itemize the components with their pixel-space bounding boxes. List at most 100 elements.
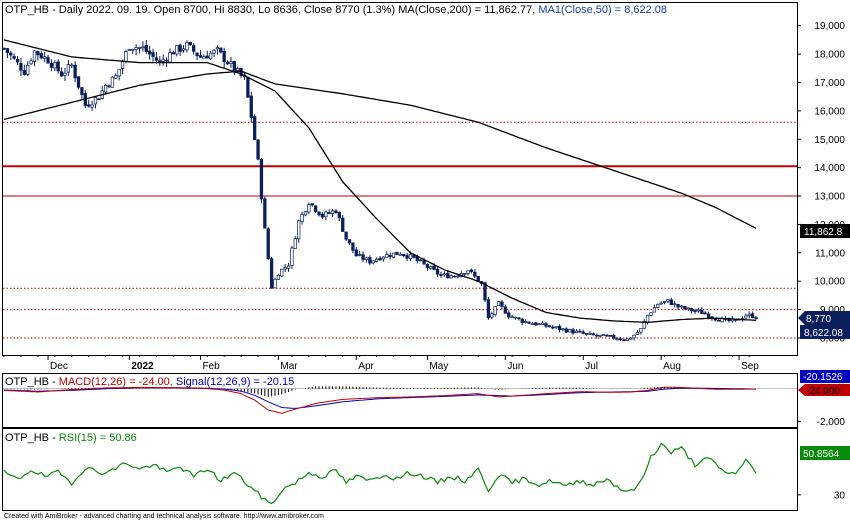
candle: [327, 209, 331, 215]
candle: [307, 202, 311, 215]
candle: [527, 321, 531, 324]
candle: [395, 251, 399, 255]
candle: [188, 41, 192, 46]
candle: [56, 59, 60, 74]
candle: [36, 50, 40, 61]
macd-line: [3, 386, 756, 414]
candle: [42, 52, 47, 63]
x-axis: Dec 2022 Feb Mar Apr May Jun Jul Aug Sep: [3, 355, 759, 372]
rsi-last-badge: 50.8564: [800, 446, 850, 460]
candle: [219, 47, 223, 54]
candle: [9, 51, 13, 60]
rsi-title: OTP_HB - RSI(15) = 50.86: [5, 432, 137, 444]
candle: [584, 333, 589, 336]
candle: [595, 333, 599, 339]
candle: [754, 315, 758, 320]
candle: [283, 263, 287, 273]
candle: [269, 256, 274, 289]
xtick-label: Jun: [507, 361, 523, 372]
candle: [290, 245, 294, 269]
candle: [591, 332, 596, 336]
candle: [744, 313, 748, 319]
ytick-label: 14,000: [814, 163, 845, 174]
candle: [151, 48, 155, 62]
candle: [490, 311, 494, 320]
candle: [669, 297, 673, 306]
candle: [554, 326, 558, 330]
candle: [463, 273, 467, 277]
xtick-label: Mar: [280, 361, 298, 372]
macd-ytick-label: -2,000: [817, 417, 846, 428]
candle: [337, 211, 342, 221]
candle: [63, 68, 67, 82]
candle: [540, 320, 545, 325]
candle: [5, 48, 10, 59]
candle: [110, 76, 115, 88]
candle: [473, 269, 477, 279]
candle: [205, 50, 209, 59]
candle: [418, 259, 423, 262]
candle: [530, 321, 535, 325]
candle: [429, 265, 433, 270]
candle: [612, 333, 616, 340]
candle: [517, 317, 521, 321]
xtick-label: Sep: [741, 361, 759, 372]
candle: [300, 211, 304, 225]
candle: [313, 205, 318, 213]
candle: [500, 299, 504, 310]
candle: [679, 304, 684, 309]
candle: [158, 56, 162, 66]
candle: [222, 47, 226, 68]
candle: [117, 68, 121, 81]
candle: [639, 328, 643, 335]
candle: [114, 73, 118, 79]
candle: [425, 263, 430, 271]
candle: [144, 40, 148, 55]
candle: [374, 257, 379, 263]
candle: [547, 325, 552, 328]
candle: [439, 271, 443, 278]
macd-panel-frame: [2, 373, 798, 428]
candle: [534, 321, 538, 327]
support-resistance-lines: [3, 121, 797, 339]
candle: [286, 262, 291, 272]
candle: [405, 252, 409, 261]
ma200-line: [3, 70, 757, 229]
main-panel-frame: [2, 2, 798, 356]
candle: [700, 307, 704, 314]
candle: [683, 305, 687, 311]
candle: [588, 331, 592, 335]
macd-title: OTP_HB - MACD(12,26) = -24.00, Signal(12…: [5, 376, 294, 388]
candle: [371, 260, 375, 265]
candle: [598, 334, 602, 338]
candle: [154, 51, 159, 64]
candle: [378, 255, 382, 261]
candle: [97, 98, 101, 101]
candle: [564, 327, 568, 334]
candle: [347, 239, 352, 245]
signal-last-value: -20.1526: [803, 372, 843, 383]
candle: [635, 329, 640, 335]
candle: [581, 329, 585, 335]
candle: [402, 254, 406, 258]
candle: [574, 329, 579, 334]
close-last-badge: 8,770: [798, 311, 850, 325]
candle: [435, 267, 440, 278]
macd-last-badge: -24.000: [798, 384, 850, 397]
candle: [181, 45, 186, 53]
candle: [385, 251, 389, 258]
candle: [324, 210, 328, 220]
ytick-label: 11,000: [815, 248, 845, 259]
ytick-label: 18,000: [814, 50, 845, 61]
candle: [673, 300, 677, 308]
signal-last-badge: -20.1526: [800, 370, 850, 383]
candle: [215, 45, 220, 55]
candle: [148, 46, 152, 60]
candle: [93, 96, 98, 109]
candle: [551, 324, 555, 330]
candle: [80, 86, 84, 101]
candle: [185, 40, 189, 53]
candle: [293, 236, 297, 249]
candle: [364, 256, 369, 263]
candle: [195, 52, 199, 61]
